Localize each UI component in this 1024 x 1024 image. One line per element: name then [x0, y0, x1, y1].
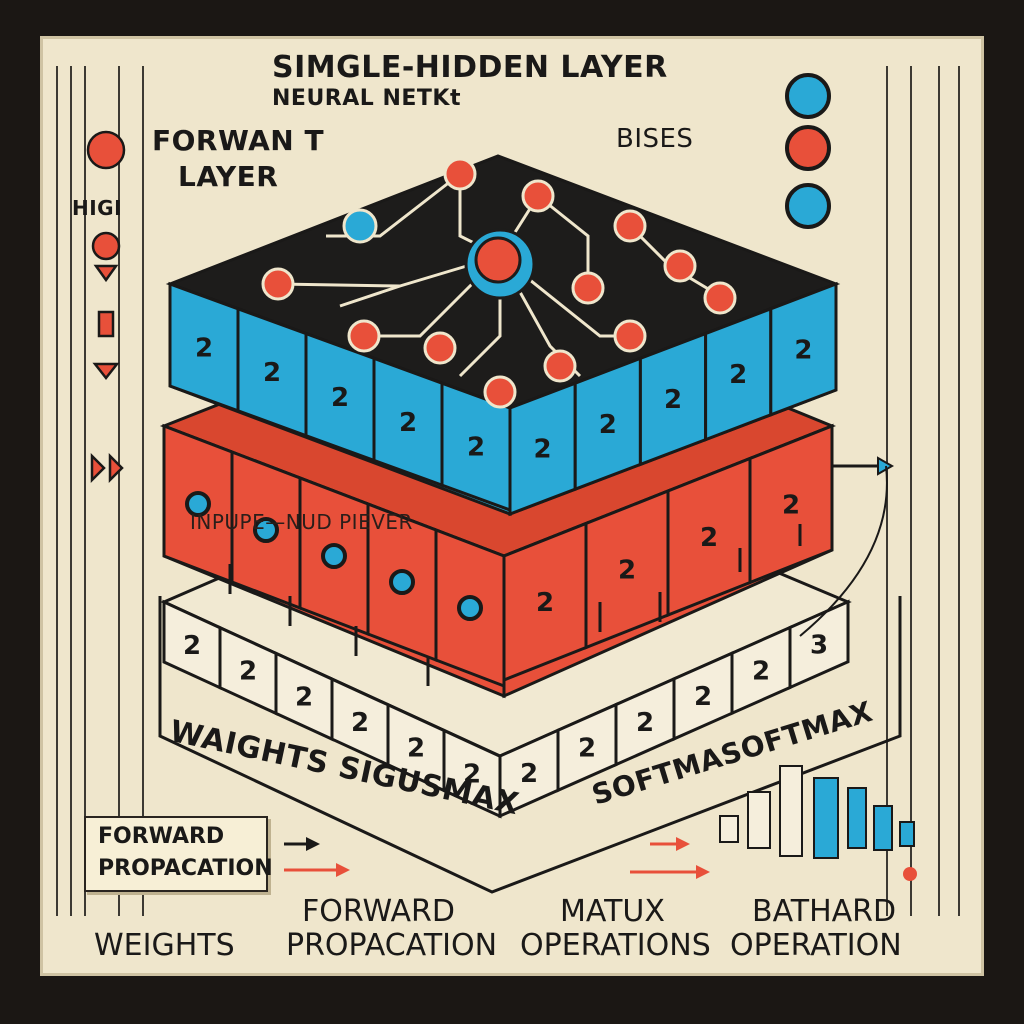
arrow-right-icon [90, 452, 124, 484]
cell-digit: 2 [407, 734, 425, 764]
cell-digit: 2 [295, 682, 313, 712]
bottom-bathard-label: BATHARD [752, 894, 897, 929]
blue-circle-icon [253, 517, 279, 543]
cell-digit: 2 [752, 656, 770, 686]
cell-digit: 2 [183, 631, 201, 661]
network-nodes [261, 157, 737, 409]
red-circle-icon [86, 130, 126, 170]
bottom-propacation-label: PROPACATION [286, 928, 498, 963]
biases-label: BISES [616, 124, 694, 154]
arrow-right-icon [877, 456, 895, 476]
network-stack-diagram: 2 2 2 2 2 2 2 2 2 2 2 3 2 2 2 2 2 2 2 2 2 2 2 2 2 2 [86, 73, 917, 894]
forward-box-line1: FORWARD [98, 824, 225, 849]
bottom-operation-label: OPERATION [730, 928, 902, 963]
blue-circle-icon [785, 183, 831, 229]
bottom-matux-label: MATUX [560, 894, 665, 929]
cell-digit: 2 [239, 657, 257, 687]
arrow-right-icon [676, 837, 690, 851]
cell-digit: 2 [578, 733, 596, 763]
cell-digit: 2 [536, 588, 554, 618]
layer-cell [769, 281, 838, 417]
side-arrow [799, 456, 895, 637]
cell-digit: 3 [810, 631, 828, 661]
cell-digit: 2 [599, 410, 617, 440]
white-left-cells: 2 2 2 2 2 2 [162, 599, 502, 819]
connector-stubs [228, 524, 802, 686]
red-marker-icon [97, 310, 115, 338]
chevron-down-icon [92, 362, 120, 381]
bottom-frame [158, 596, 902, 894]
red-left-cells [162, 423, 506, 689]
layer-label: LAYER [178, 160, 279, 193]
cell-digit: 2 [700, 523, 718, 553]
cell-digit: 2 [782, 490, 800, 520]
blue-circle-icon [185, 491, 211, 517]
layer-cell [748, 423, 834, 585]
chevron-down-icon [93, 264, 119, 283]
arrow-right-icon [696, 865, 710, 879]
cell-digit: 2 [729, 360, 747, 390]
cell-digit: 2 [664, 385, 682, 415]
cell-digit: 2 [794, 335, 812, 365]
red-right-cells: 2 2 2 2 [502, 423, 834, 683]
right-margin-circles [785, 73, 831, 229]
blue-circle-icon [389, 569, 415, 595]
cell-digit: 2 [467, 433, 485, 463]
left-margin-markers [86, 130, 126, 484]
softmax-bars [719, 765, 915, 859]
red-circle-icon [91, 231, 121, 261]
blue-circle-icon [457, 595, 483, 621]
forward-box-line2: PROPACATION [98, 856, 273, 881]
input-layer-label: INPUPE—NUD PIEVER [190, 510, 413, 534]
hig-label: HIGI [72, 196, 123, 220]
blue-left-cells: 2 2 2 2 2 [168, 281, 512, 513]
cell-digit: 2 [331, 383, 349, 413]
blue-circle-icon [785, 73, 831, 119]
cell-digit: 2 [463, 759, 481, 789]
forward-layer-label: FORWAN T [152, 124, 325, 157]
cell-digit: 2 [195, 333, 213, 363]
white-right-cells: 2 2 2 2 2 3 [498, 599, 850, 819]
cell-digit: 2 [618, 555, 636, 585]
red-circle-icon [785, 125, 831, 171]
blue-right-cells: 2 2 2 2 2 [508, 281, 838, 517]
blue-circle-icon [321, 543, 347, 569]
cell-digit: 2 [534, 435, 552, 465]
cell-digit: 2 [636, 708, 654, 738]
bottom-operations-label: OPERATIONS [520, 928, 711, 963]
cell-digit: 2 [399, 408, 417, 438]
cell-digit: 2 [694, 682, 712, 712]
forward-propagation-box: FORWARD PROPACATION [84, 816, 273, 892]
forward-arrows [284, 837, 917, 881]
red-circle-icon [903, 867, 917, 881]
cell-digit: 2 [520, 759, 538, 789]
bottom-weights-label: WEIGHTS [94, 928, 235, 963]
arrow-right-icon [306, 837, 320, 851]
cell-digit: 2 [263, 358, 281, 388]
bottom-forward-label: FORWARD [302, 894, 455, 929]
diagram-title: SIMGLE-HIDDEN LAYER [272, 50, 668, 85]
cell-digit: 2 [351, 708, 369, 738]
poster: 2 2 2 2 2 2 2 2 2 2 2 3 2 2 2 2 2 2 2 2 2 2 2 2 2 2 [40, 36, 984, 976]
diagram-subtitle: NEURAL NETKt [272, 86, 461, 111]
arrow-right-icon [336, 863, 350, 877]
